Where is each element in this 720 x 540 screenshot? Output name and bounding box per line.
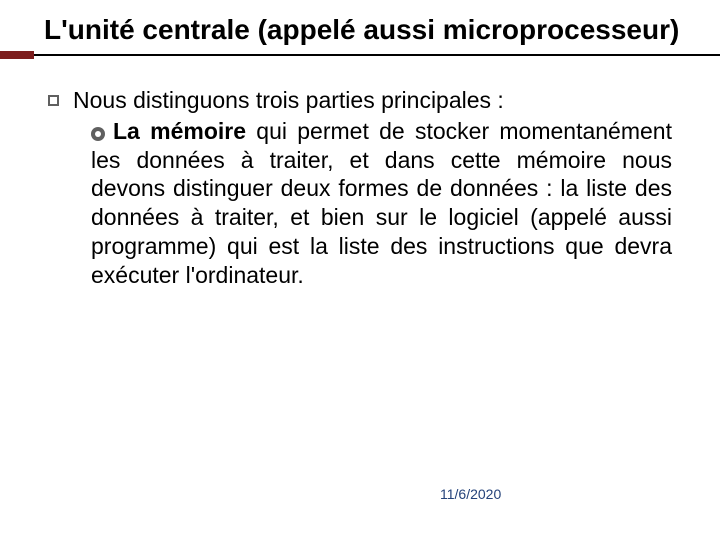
bullet-item: Nous distinguons trois parties principal… [48, 86, 672, 289]
sub-lead: La mémoire [113, 118, 246, 144]
title-area: L'unité centrale (appelé aussi microproc… [0, 0, 720, 54]
bullet-text: Nous distinguons trois parties principal… [73, 86, 672, 289]
intro-line: Nous distinguons trois parties principal… [73, 86, 672, 115]
sub-bullet-block: La mémoire qui permet de stocker momenta… [73, 117, 672, 290]
title-rule-accent [0, 51, 34, 59]
slide: L'unité centrale (appelé aussi microproc… [0, 0, 720, 540]
content-area: Nous distinguons trois parties principal… [0, 60, 720, 289]
footer-date: 11/6/2020 [440, 486, 501, 502]
circle-bullet-icon [91, 127, 105, 141]
title-rule-thin [0, 54, 720, 56]
square-bullet-icon [48, 95, 59, 106]
title-rule [0, 54, 720, 60]
slide-title: L'unité centrale (appelé aussi microproc… [44, 14, 720, 46]
